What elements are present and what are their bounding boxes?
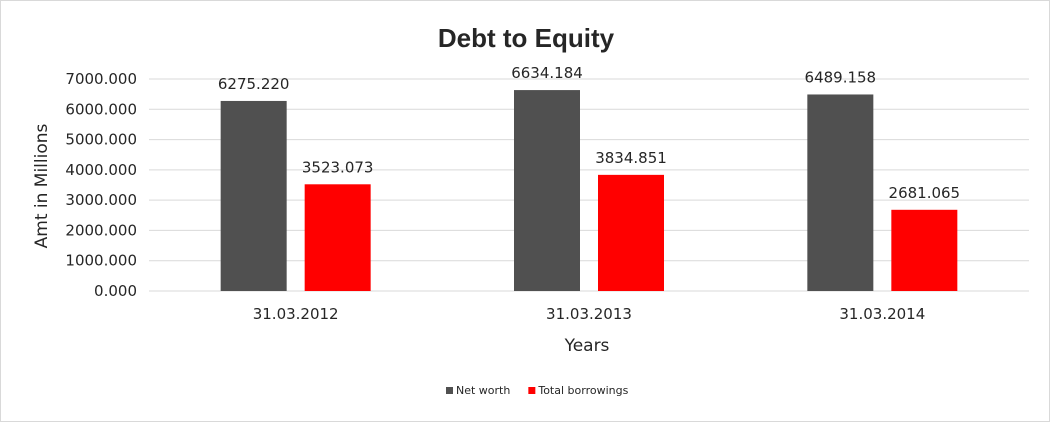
y-tick-label: 1000.000 <box>65 252 137 270</box>
y-tick-label: 3000.000 <box>65 191 137 209</box>
y-axis-title: Amt in Millions <box>32 123 52 248</box>
data-label: 3834.851 <box>595 149 667 167</box>
bar-net-worth <box>220 100 287 292</box>
bars <box>220 90 958 292</box>
legend-swatch <box>446 387 453 394</box>
y-tick-label: 0.000 <box>94 282 137 300</box>
bar-total-borrowings <box>891 209 958 291</box>
data-label: 2681.065 <box>889 184 961 202</box>
x-axis-title: Years <box>564 336 610 356</box>
data-label: 3523.073 <box>302 158 374 176</box>
x-tick-label: 31.03.2014 <box>839 305 925 323</box>
data-label: 6634.184 <box>511 64 583 82</box>
legend-label: Total borrowings <box>537 384 628 397</box>
gridlines <box>149 78 1029 292</box>
x-axis-ticks: 31.03.2012 31.03.2013 31.03.2014 <box>253 305 926 323</box>
x-tick-label: 31.03.2013 <box>546 305 632 323</box>
data-label: 6275.220 <box>218 75 290 93</box>
x-tick-label: 31.03.2012 <box>253 305 339 323</box>
legend: Net worth Total borrowings <box>446 384 629 397</box>
y-tick-label: 4000.000 <box>65 161 137 179</box>
y-axis-ticks: 0.000 1000.000 2000.000 3000.000 4000.000 500… <box>65 70 137 300</box>
bar-total-borrowings <box>304 184 371 291</box>
legend-label: Net worth <box>456 384 510 397</box>
y-tick-label: 2000.000 <box>65 221 137 239</box>
y-tick-label: 7000.000 <box>65 70 137 88</box>
y-tick-label: 5000.000 <box>65 131 137 149</box>
chart-title: Debt to Equity <box>438 23 615 53</box>
y-tick-label: 6000.000 <box>65 100 137 118</box>
bar-total-borrowings <box>598 174 664 291</box>
bar-net-worth <box>807 94 874 291</box>
legend-swatch <box>528 387 536 394</box>
bar-net-worth <box>514 90 580 291</box>
data-label: 6489.158 <box>805 68 877 86</box>
data-labels: 6275.220 3523.073 6634.184 3834.851 6489.158… <box>218 64 960 202</box>
